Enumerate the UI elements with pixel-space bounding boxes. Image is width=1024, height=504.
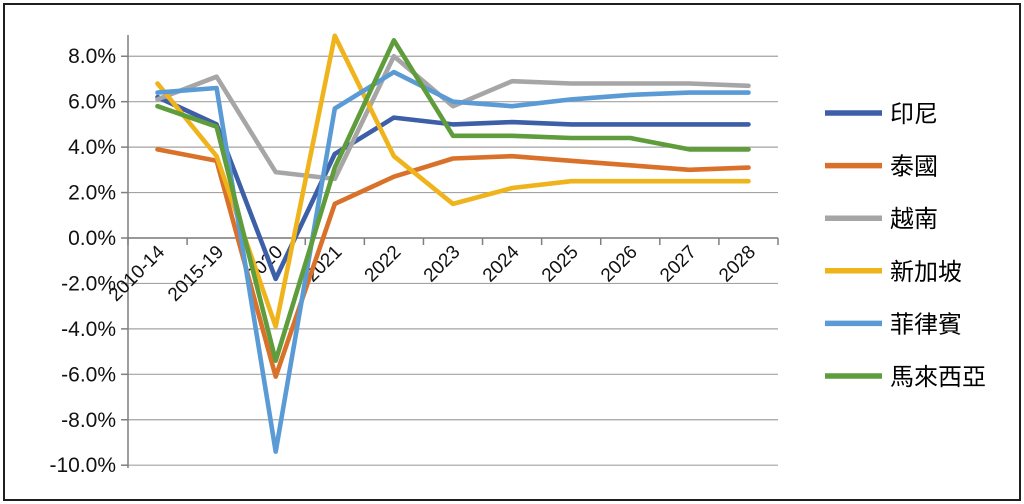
x-axis-label: 2027	[656, 242, 701, 287]
y-axis-label: -2.0%	[61, 272, 116, 295]
y-axis-label: 0.0%	[68, 227, 116, 250]
y-axis-label: -8.0%	[61, 409, 116, 432]
series-line-越南	[155, 53, 751, 182]
legend-label-越南: 越南	[890, 206, 938, 233]
series-line-新加坡	[155, 33, 751, 329]
series-line-印尼	[155, 94, 751, 282]
legend-label-印尼: 印尼	[890, 101, 938, 128]
legend-label-菲律賓: 菲律賓	[890, 311, 962, 338]
series-line-泰國	[155, 147, 751, 379]
y-axis-label: 4.0%	[68, 136, 116, 159]
y-axis-label: -6.0%	[61, 363, 116, 386]
x-axis-label: 2023	[420, 242, 465, 287]
x-axis-label: 2028	[715, 242, 760, 287]
legend-label-新加坡: 新加坡	[890, 259, 962, 286]
y-axis-label: 2.0%	[68, 182, 116, 205]
x-axis-label: 2022	[361, 242, 406, 287]
y-axis-label: 8.0%	[68, 45, 116, 68]
legend-label-馬來西亞: 馬來西亞	[890, 364, 986, 391]
y-axis-label: 6.0%	[68, 91, 116, 114]
series-line-菲律賓	[155, 69, 751, 454]
x-axis-label: 2024	[479, 241, 524, 286]
x-axis-label: 2015-19	[164, 242, 228, 306]
x-axis-label: 2025	[538, 242, 583, 287]
legend-label-泰國: 泰國	[890, 154, 938, 181]
x-axis-label: 2026	[597, 242, 642, 287]
series-line-馬來西亞	[155, 37, 751, 364]
y-axis-label: -10.0%	[49, 454, 116, 477]
y-axis-label: -4.0%	[61, 318, 116, 341]
